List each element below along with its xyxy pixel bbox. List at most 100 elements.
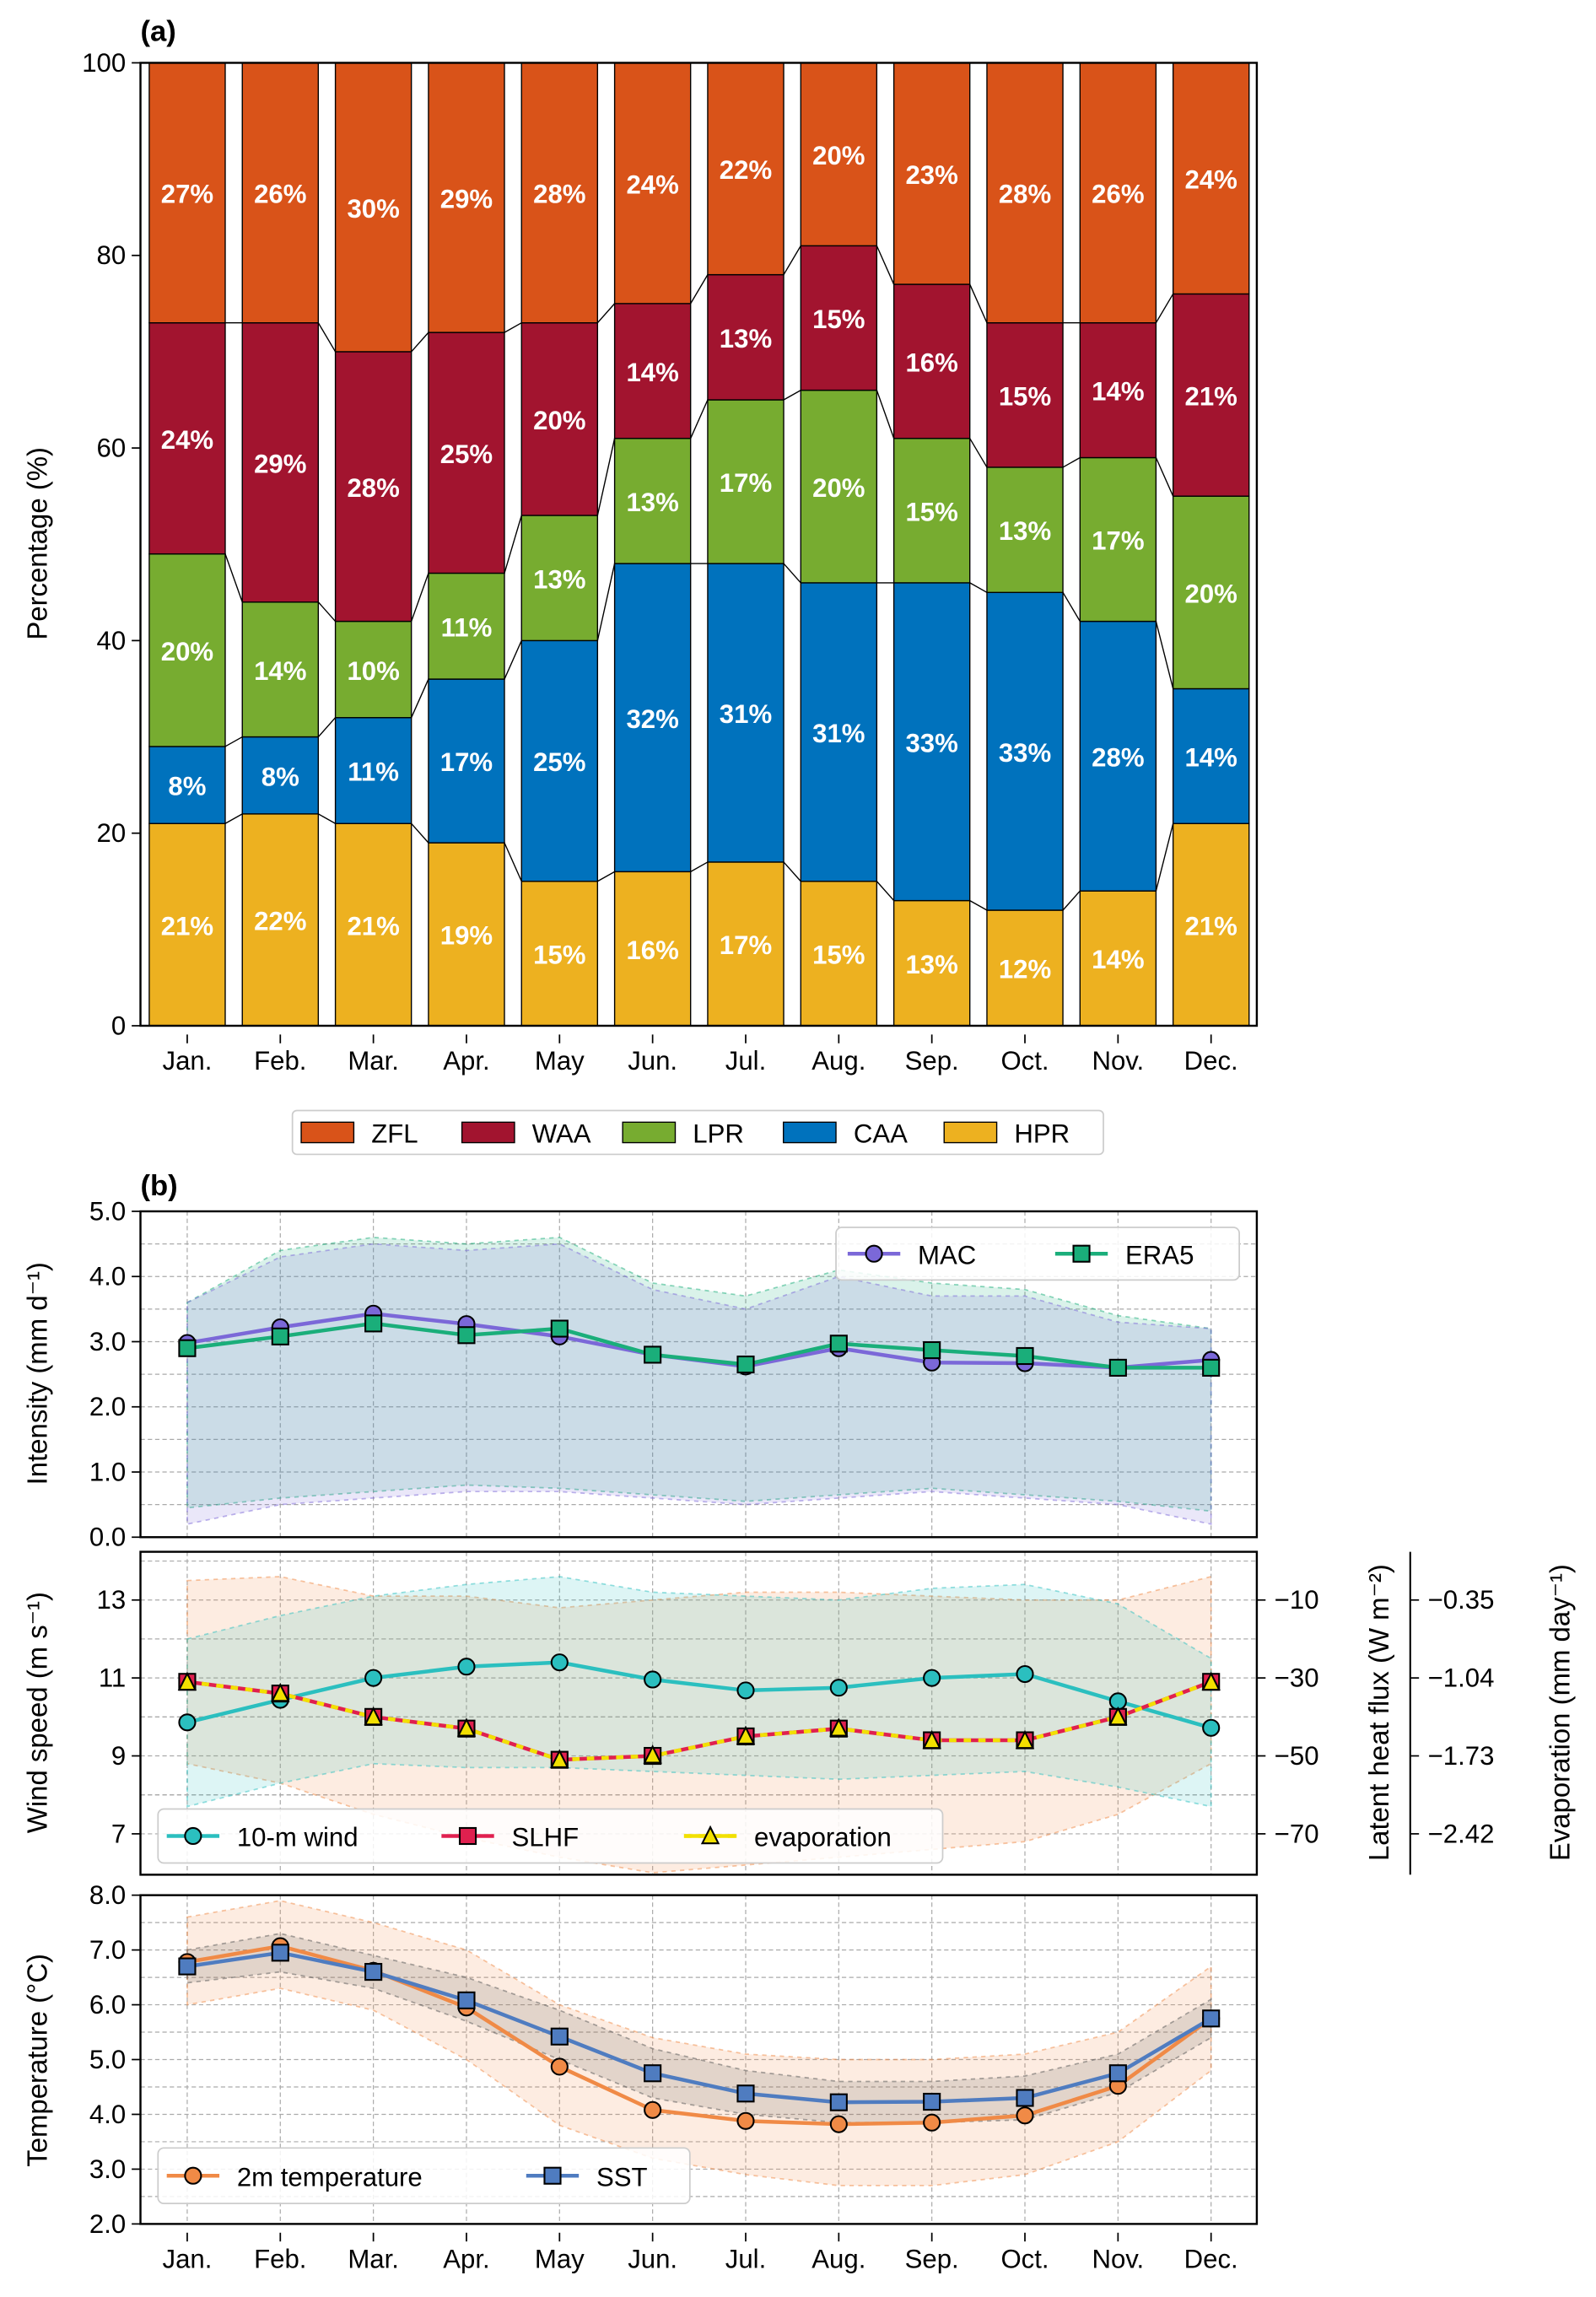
x-tick-label: Jul. [725,1046,766,1076]
bar-zfl [707,62,785,276]
bar-value-label: 17% [720,930,772,960]
bar-value-label: 29% [254,449,306,478]
y-tick-label: 13 [97,1585,127,1615]
bar-lpr [1079,456,1157,623]
sst-point [1016,2089,1034,2107]
bar-waa [520,321,599,516]
y-tick-label: 4.0 [89,2100,126,2129]
x-tick-label: Feb. [254,1046,306,1076]
y-tick-label: 7.0 [89,1935,126,1965]
bar-value-label: 11% [441,612,493,642]
bar-zfl [800,62,878,247]
legend-marker [865,1244,883,1263]
era5-point [1016,1346,1034,1366]
y-tick-label: 40 [97,626,127,655]
connector-line [224,813,243,824]
era5-point [736,1355,755,1374]
plot-frame [139,1894,1259,2225]
bar-caa [892,582,971,902]
era5-range-band [186,1237,1212,1512]
y-tick-label: 100 [82,48,126,78]
legend-swatch-waa [461,1121,515,1144]
era5-point [644,1345,662,1364]
bar-caa [613,563,692,873]
y2-tick-label: −10 [1275,1585,1319,1615]
wind-point [550,1653,569,1672]
bar-value-label: 15% [905,497,957,526]
sst-point [829,2093,848,2111]
mac-range-band [186,1243,1212,1525]
wind-point [644,1670,662,1689]
t2m-point [736,2111,755,2130]
t2m-point [1016,2106,1034,2125]
legend-label: SLHF [511,1823,579,1852]
bar-value-label: 14% [1092,945,1144,974]
legend-box [835,1227,1240,1281]
bar-value-label: 12% [999,955,1051,984]
connector-line [597,871,615,882]
evaporation-point [177,1671,197,1691]
legend-box [157,2147,691,2205]
connector-line [1155,823,1174,892]
bar-waa [1172,293,1250,497]
connector-line [1062,591,1081,622]
bar-lpr [986,466,1064,594]
bar-zfl [1079,62,1157,324]
bar-value-label: 21% [1185,911,1237,941]
evaporation-point [271,1682,290,1702]
wind-point [923,1669,941,1687]
era5-point [1202,1358,1221,1377]
legend-label: CAA [854,1119,908,1149]
bar-waa [800,245,878,391]
x-tick-label: Dec. [1184,2244,1238,2273]
plot-frame [139,1550,1259,1876]
t2m-point [829,2115,848,2133]
bar-caa [334,717,412,824]
y-tick-label: 2.0 [89,1392,126,1421]
connector-line [876,390,895,439]
y3-tick-label: −2.42 [1428,1819,1495,1848]
slhf-evaporation-line-dash [186,1680,1212,1762]
bar-caa [707,563,785,863]
connector-line [969,283,988,323]
x-tick-label: Sep. [905,1046,959,1076]
legend-label: LPR [693,1119,744,1149]
evaporation-point [1201,1671,1221,1691]
y3-axis-label: Evaporation (mm day⁻¹) [1545,1564,1576,1861]
bar-value-label: 26% [254,180,306,209]
legend-label: ZFL [371,1119,418,1149]
bar-lpr [241,601,320,738]
bar-value-label: 17% [440,747,493,777]
connector-line [690,399,709,439]
panel-b3-temperature-chart: 2.0 3.0 4.0 5.0 6.0 7.0 8.0 Temperature (°C) Jan… [22,1880,1259,2273]
x-tick-label: Oct. [1000,2244,1049,2273]
legend-label: HPR [1014,1119,1070,1149]
connector-line [690,274,709,305]
y3-tick-label: −1.73 [1428,1741,1495,1771]
connector-line [596,563,616,641]
evaporation-point [829,1717,849,1737]
panel-label-b: (b) [141,1170,178,1202]
bar-value-label: 14% [1092,377,1144,407]
y-axis-label: Intensity (mm d⁻¹) [22,1262,53,1485]
wind-point [178,1713,197,1732]
bar-value-label: 11% [348,758,399,787]
legend-marker [184,1826,202,1846]
bar-value-label: 16% [905,348,957,377]
wind-point [364,1669,383,1687]
bar-value-label: 23% [905,160,957,190]
connector-line [224,736,243,747]
bar-caa [520,639,599,882]
legend-label: 10-m wind [237,1823,359,1852]
x-tick-label: Dec. [1184,1046,1238,1076]
connector-line [969,582,988,593]
x-tick-label: Jan. [163,1046,213,1076]
sst-point [178,1957,197,1976]
wind-point [457,1658,476,1676]
x-tick-label: Feb. [254,2244,306,2273]
bar-value-label: 31% [720,699,772,729]
wind-range-band [186,1576,1212,1808]
sst-range-band [186,1933,1212,2124]
bar-lpr [707,399,785,564]
legend-label: SST [596,2162,648,2192]
